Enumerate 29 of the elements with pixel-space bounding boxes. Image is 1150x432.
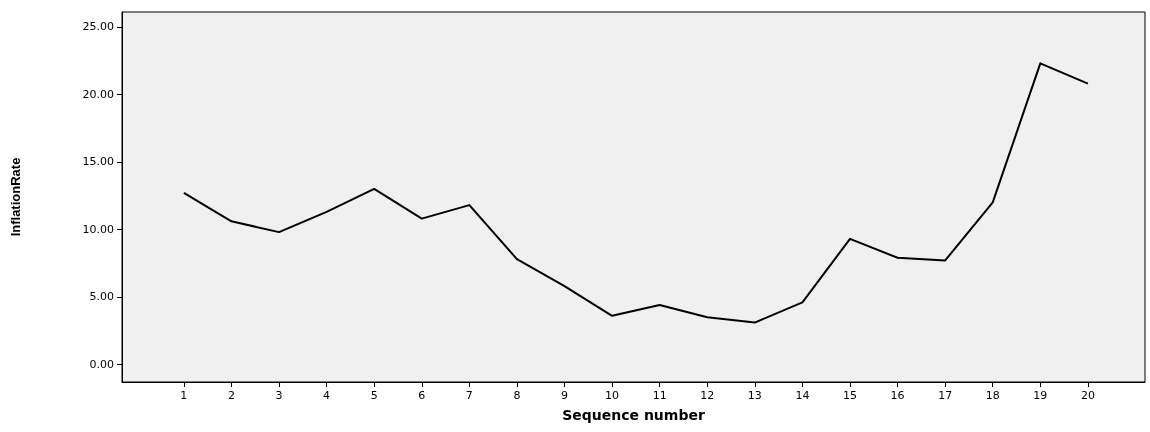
x-tick-label: 18 <box>985 389 1000 402</box>
y-tick-label: 0.00 <box>89 357 114 371</box>
x-axis-title: Sequence number <box>562 407 705 423</box>
y-tick-label: 10.00 <box>82 222 114 236</box>
x-tick-label: 10 <box>605 389 620 402</box>
x-tick-label: 15 <box>843 389 857 402</box>
x-tick-label: 13 <box>747 389 762 402</box>
line-series <box>182 62 1089 324</box>
y-axis-title: InflationRate <box>8 157 23 237</box>
x-tick-label: 7 <box>465 389 473 402</box>
x-tick-label: 12 <box>700 389 715 402</box>
y-tick-label: 5.00 <box>89 290 114 304</box>
y-tick-label: 20.00 <box>82 87 114 101</box>
x-tick-label: 1 <box>180 389 188 402</box>
x-tick-label: 19 <box>1033 389 1048 402</box>
x-tick-label: 8 <box>513 389 521 402</box>
y-tick-label: 15.00 <box>82 155 114 169</box>
y-tick-label: 25.00 <box>82 20 114 34</box>
x-tick-label: 14 <box>795 389 810 402</box>
x-tick-label: 5 <box>370 389 378 402</box>
x-tick-label: 2 <box>227 389 235 402</box>
x-tick-label: 17 <box>938 389 953 402</box>
x-tick-label: 6 <box>418 389 426 402</box>
x-tick-label: 20 <box>1080 389 1095 402</box>
x-tick-label: 3 <box>275 389 283 402</box>
x-tick-label: 4 <box>323 389 331 402</box>
x-tick-label: 16 <box>890 389 905 402</box>
x-tick-label: 11 <box>652 389 667 402</box>
x-tick-label: 9 <box>561 389 569 402</box>
